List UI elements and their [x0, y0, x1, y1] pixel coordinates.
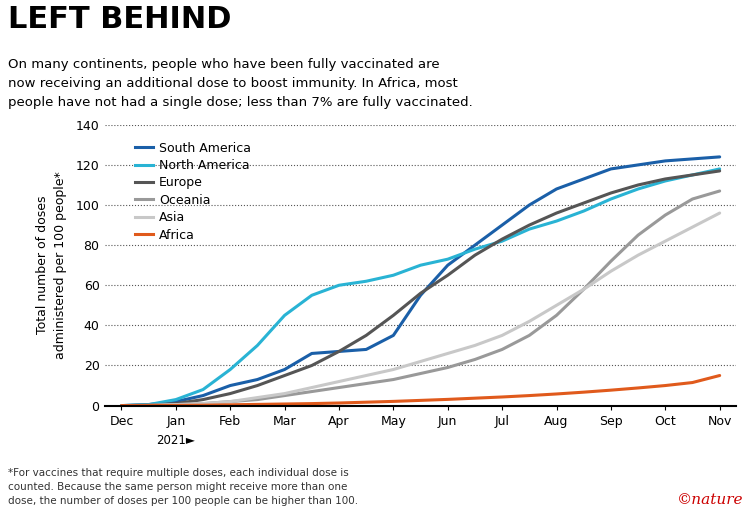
Text: 2021►: 2021► — [156, 435, 195, 448]
Legend: South America, North America, Europe, Oceania, Asia, Africa: South America, North America, Europe, Oc… — [131, 137, 256, 246]
Text: On many continents, people who have been fully vaccinated are
now receiving an a: On many continents, people who have been… — [8, 58, 472, 109]
Text: *For vaccines that require multiple doses, each individual dose is
counted. Beca: *For vaccines that require multiple dose… — [8, 468, 357, 506]
Y-axis label: Total number of doses
administered per 100 people*: Total number of doses administered per 1… — [36, 171, 68, 359]
Text: ©nature: ©nature — [677, 493, 743, 507]
Text: LEFT BEHIND: LEFT BEHIND — [8, 5, 231, 34]
